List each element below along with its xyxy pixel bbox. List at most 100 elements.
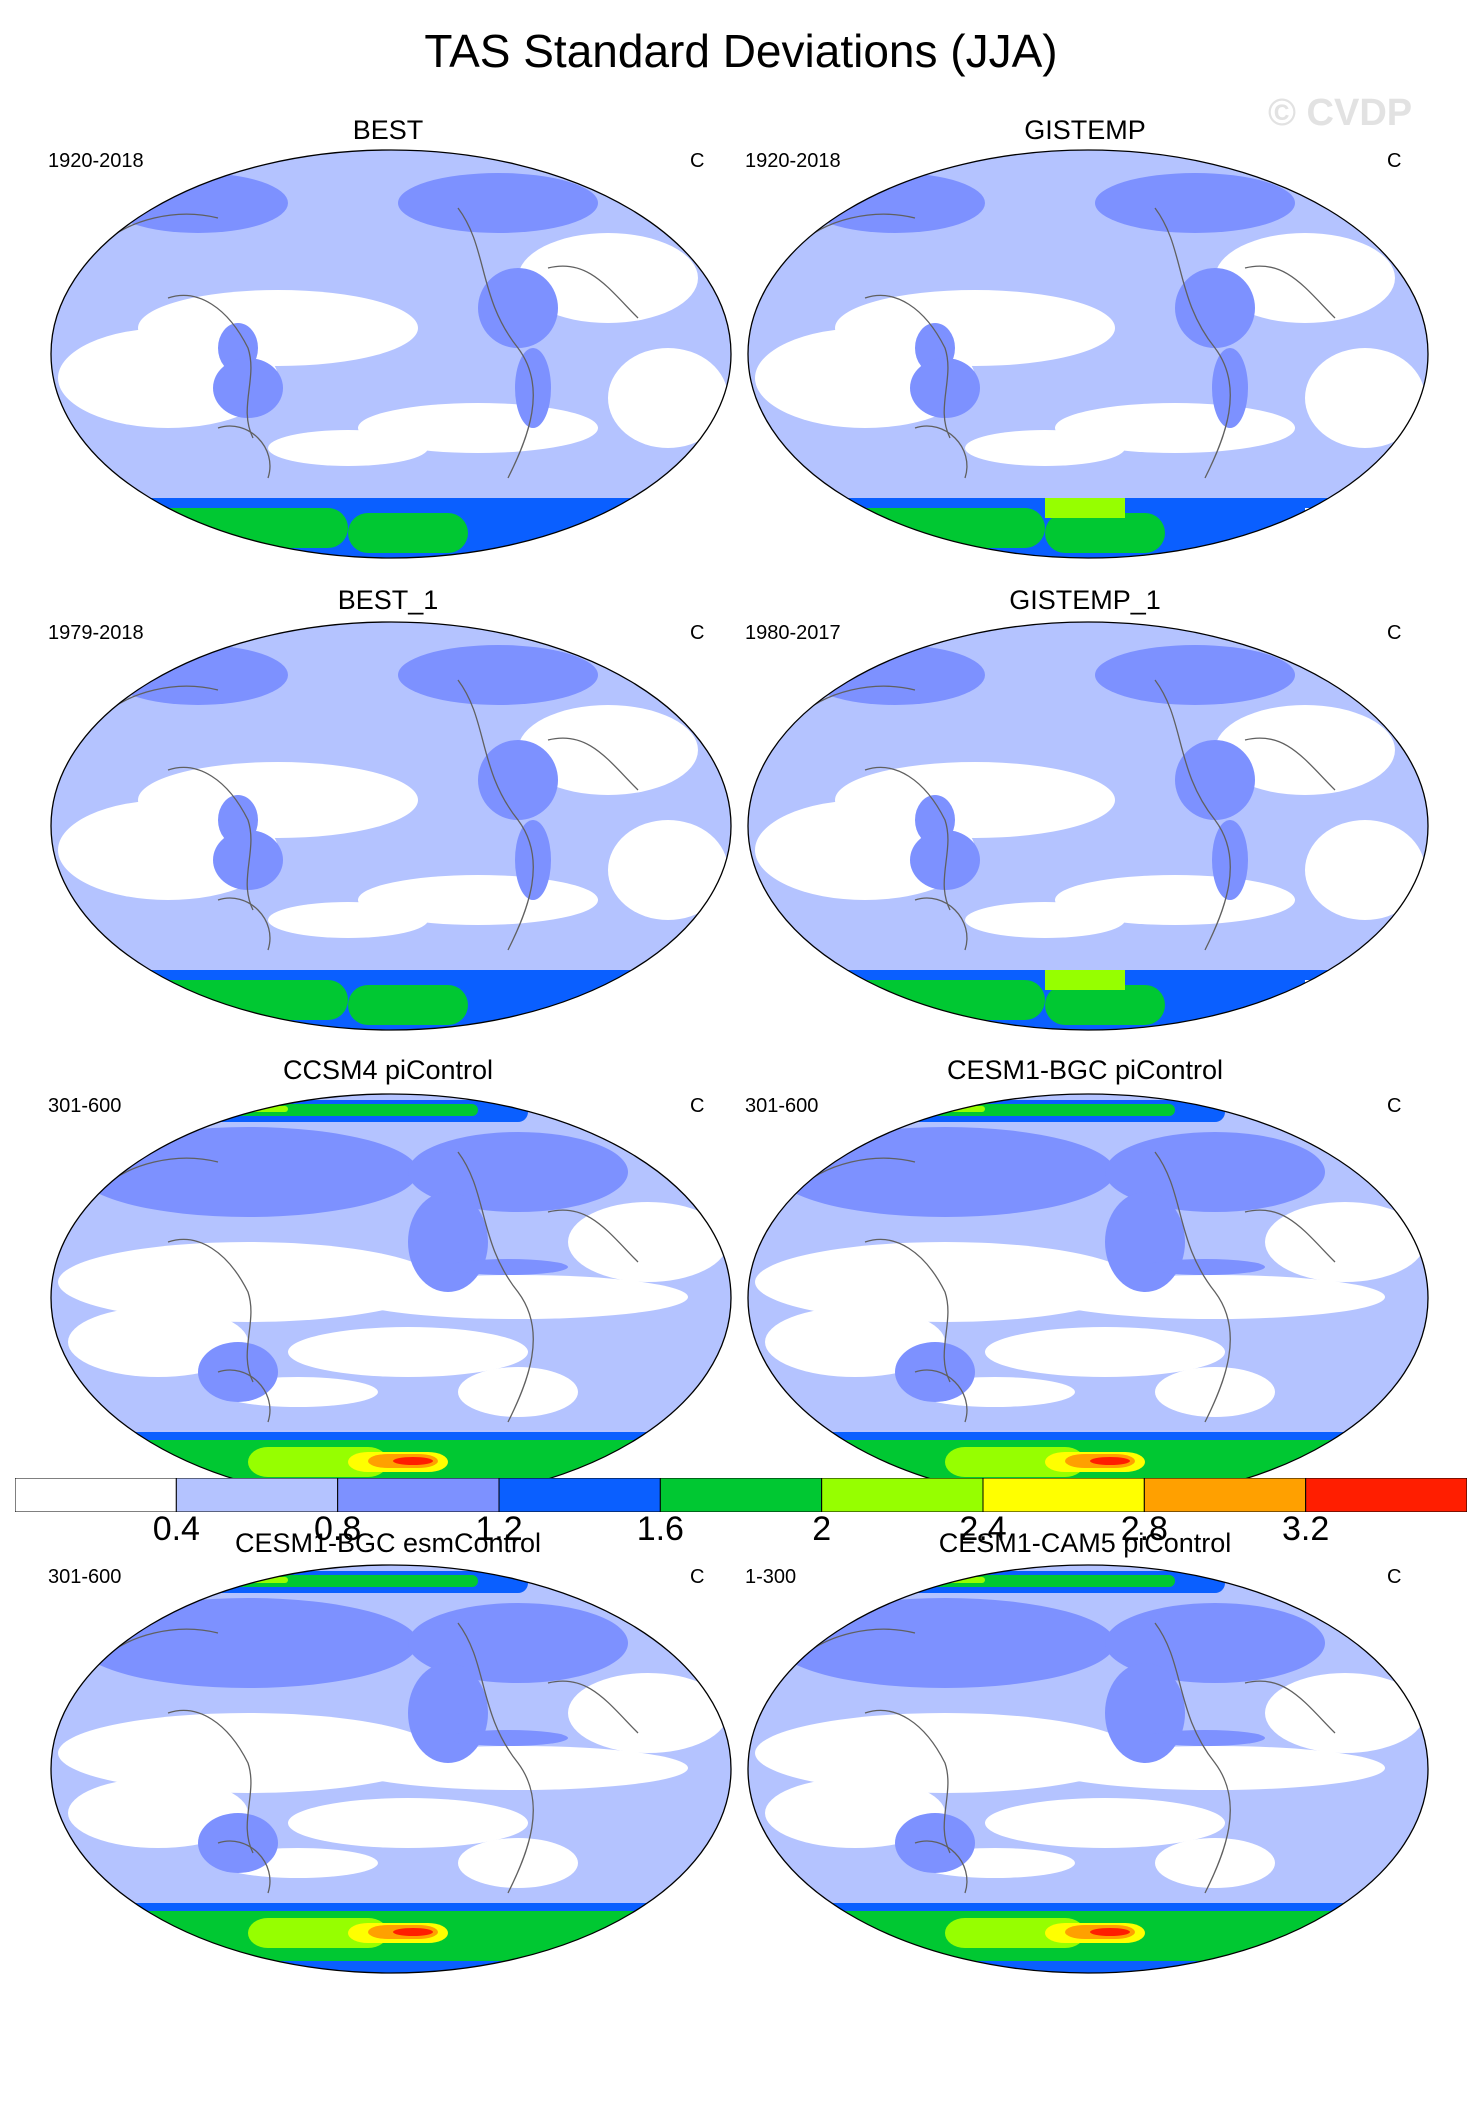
low-variability-area: [985, 1327, 1225, 1377]
low-variability-area: [518, 705, 698, 795]
panel-title-7: CESM1-CAM5 piControl: [938, 1528, 1232, 1558]
low-variability-area: [755, 1242, 1135, 1322]
map-frame: [50, 149, 732, 559]
moderate-variability-area: [408, 1192, 488, 1292]
antarctic-band: [393, 1928, 433, 1936]
colorbar-box: [821, 1478, 984, 1512]
low-variability-area: [288, 1327, 528, 1377]
antarctic-band: [945, 1918, 1085, 1948]
antarctic-band: [945, 1447, 1085, 1477]
map-4: [50, 1093, 732, 1503]
moderate-variability-area: [775, 1127, 1115, 1217]
coastline: [167, 294, 254, 439]
low-variability-area: [755, 1713, 1135, 1793]
low-variability-area: [1305, 348, 1425, 448]
panel-period-7: 1-300: [745, 1566, 797, 1588]
map-0: [50, 149, 732, 559]
antarctic-band: [148, 980, 348, 1020]
low-variability-area: [1305, 820, 1425, 920]
map-1: [747, 149, 1429, 559]
low-variability-area: [458, 1367, 578, 1417]
moderate-variability-area: [398, 173, 598, 233]
panel-units-2: C: [690, 622, 705, 644]
antarctic-band: [1090, 1928, 1130, 1936]
low-variability-area: [58, 1713, 438, 1793]
colorbar-box: [498, 1478, 661, 1512]
map-frame: [50, 1564, 732, 1974]
panel-units-3: C: [1387, 622, 1402, 644]
low-variability-area: [1265, 1202, 1425, 1282]
coastline: [1154, 207, 1231, 479]
antarctic-peninsula-area: [1045, 970, 1125, 990]
antarctic-band: [348, 513, 468, 553]
low-variability-area: [985, 1798, 1225, 1848]
moderate-variability-area: [1175, 740, 1255, 820]
panel-units-0: C: [690, 150, 705, 172]
moderate-variability-area: [213, 358, 283, 418]
moderate-variability-area: [198, 1342, 278, 1402]
coastline: [1244, 737, 1336, 791]
map-7: [747, 1564, 1429, 1974]
antarctic-band: [1045, 985, 1165, 1025]
moderate-variability-area: [895, 1813, 975, 1873]
coastline: [1154, 1622, 1231, 1894]
coastline: [864, 1709, 951, 1854]
arctic-strip-core: [815, 1575, 1175, 1587]
coastline: [914, 897, 968, 951]
colorbar-box: [15, 1478, 177, 1512]
low-variability-area: [568, 1673, 728, 1753]
coastline: [167, 1709, 254, 1854]
antarctic-band: [348, 985, 468, 1025]
map-frame: [747, 621, 1429, 1031]
low-variability-area: [1215, 233, 1395, 323]
moderate-variability-area: [78, 1598, 418, 1688]
panel-units-1: C: [1387, 150, 1402, 172]
coastline: [167, 1238, 254, 1383]
colorbar-box: [1143, 1478, 1307, 1512]
antarctic-band: [248, 1447, 388, 1477]
low-variability-area: [1265, 1673, 1425, 1753]
moderate-variability-area: [775, 1598, 1115, 1688]
panel-units-7: C: [1387, 1566, 1402, 1588]
coastline: [1244, 1680, 1336, 1734]
panel-units-4: C: [690, 1095, 705, 1117]
colorbar-box: [337, 1478, 500, 1512]
coastline: [457, 1622, 534, 1894]
panel-period-5: 301-600: [745, 1095, 819, 1117]
moderate-variability-area: [1145, 1259, 1265, 1275]
moderate-variability-area: [398, 645, 598, 705]
antarctic-band: [845, 508, 1045, 548]
low-variability-area: [965, 902, 1125, 938]
colorbar-tick-label: 0.8: [314, 1510, 362, 1548]
low-variability-area: [58, 1242, 438, 1322]
low-variability-area: [1155, 1367, 1275, 1417]
low-variability-area: [1155, 1838, 1275, 1888]
coastline: [1154, 1151, 1231, 1423]
low-variability-area: [458, 1838, 578, 1888]
panel-title-5: CESM1-BGC piControl: [946, 1055, 1224, 1085]
colorbar-box: [1305, 1478, 1467, 1512]
coastline: [457, 207, 534, 479]
map-frame: [50, 621, 732, 1031]
figure-title: TAS Standard Deviations (JJA): [424, 25, 1058, 77]
moderate-variability-area: [408, 1663, 488, 1763]
coastline: [547, 1680, 639, 1734]
colorbar-tick-label: 2.4: [959, 1510, 1007, 1548]
colorbar-tick-label: 2: [812, 1510, 832, 1548]
panel-period-4: 301-600: [48, 1095, 122, 1117]
coastline: [547, 1209, 639, 1263]
watermark: © CVDP: [1268, 92, 1413, 134]
moderate-variability-area: [1105, 1603, 1325, 1683]
colorbar-box: [982, 1478, 1145, 1512]
coastline: [1244, 265, 1336, 319]
low-variability-area: [568, 1202, 728, 1282]
coastline: [457, 1151, 534, 1423]
arctic-strip-core: [815, 1104, 1175, 1116]
antarctic-band: [393, 1457, 433, 1465]
moderate-variability-area: [910, 358, 980, 418]
moderate-variability-area: [448, 1259, 568, 1275]
coastline: [457, 679, 534, 951]
moderate-variability-area: [478, 268, 558, 348]
panel-units-5: C: [1387, 1095, 1402, 1117]
arctic-strip-core: [118, 1104, 478, 1116]
